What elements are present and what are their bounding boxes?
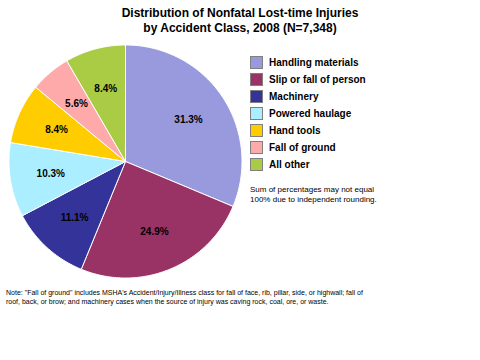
- html-text:Fall of ground: Fall of ground: [269, 142, 336, 153]
- html-text:Note: "Fall of ground" include: Note: "Fall of ground" includes MSHA's A…: [6, 289, 363, 306]
- svg-text:31.3%: 31.3%: [174, 114, 202, 125]
- svg-text:8.4%: 8.4%: [45, 124, 68, 135]
- html-text:All other: All other: [269, 159, 310, 170]
- html-text:Sum of percentages may not equ: Sum of percentages may not equal 100% du…: [250, 185, 377, 205]
- html-text:Distribution of Nonfatal Lost-: Distribution of Nonfatal Lost-time Injur…: [121, 6, 359, 35]
- html-text:Powered haulage: Powered haulage: [269, 108, 352, 119]
- svg-text:8.4%: 8.4%: [94, 83, 117, 94]
- html-text:Handling materials: Handling materials: [269, 57, 359, 68]
- html-text:Hand tools: Hand tools: [269, 125, 321, 136]
- svg-text:10.3%: 10.3%: [37, 168, 65, 179]
- svg-text:11.1%: 11.1%: [61, 212, 89, 223]
- svg-text:5.6%: 5.6%: [65, 98, 88, 109]
- svg-text:24.9%: 24.9%: [140, 226, 168, 237]
- html-text:Slip or fall of person: Slip or fall of person: [269, 74, 366, 85]
- html-text:Machinery: Machinery: [269, 91, 319, 102]
